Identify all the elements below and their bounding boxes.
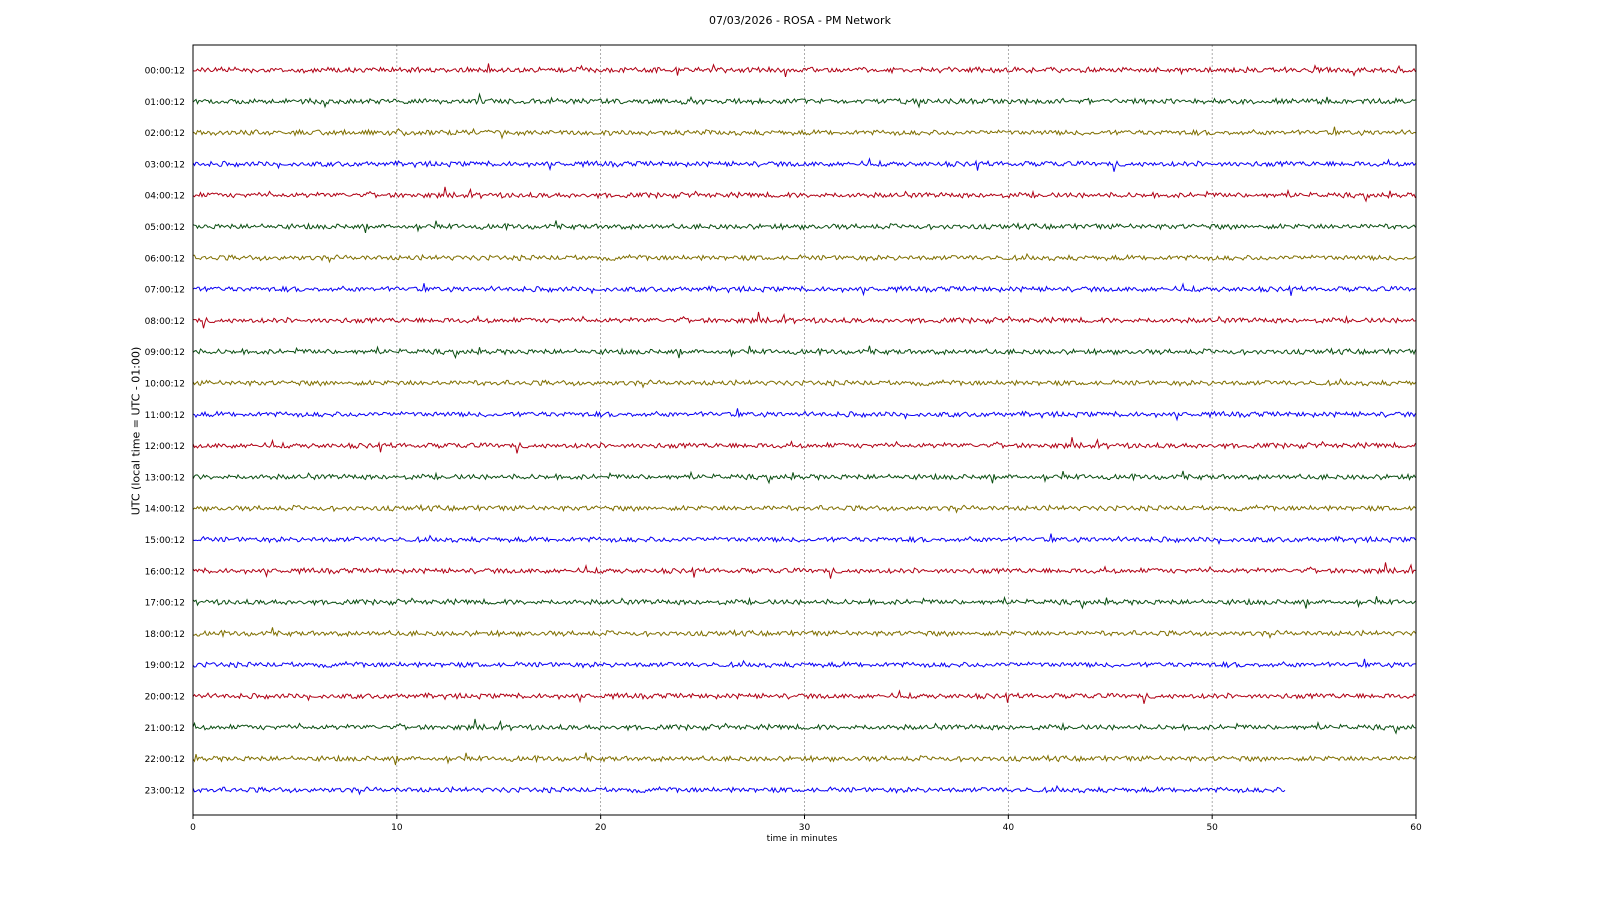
trace-01:00:12 <box>192 92 1416 109</box>
row-label: 05:00:12 <box>145 223 185 233</box>
x-tick-label: 30 <box>799 823 811 833</box>
row-label: 04:00:12 <box>145 192 185 202</box>
trace-05:00:12 <box>192 220 1416 234</box>
trace-22:00:12 <box>192 752 1416 766</box>
row-label: 10:00:12 <box>145 380 185 390</box>
x-axis-label: time in minutes <box>766 834 838 844</box>
row-label: 03:00:12 <box>145 160 185 170</box>
row-label: 07:00:12 <box>145 286 185 296</box>
trace-13:00:12 <box>192 470 1416 485</box>
row-label: 14:00:12 <box>145 505 185 515</box>
x-tick-label: 0 <box>190 823 196 833</box>
trace-06:00:12 <box>192 252 1416 264</box>
row-label: 09:00:12 <box>145 348 185 358</box>
y-axis-label: UTC (local time = UTC - 01:00) <box>129 346 143 516</box>
trace-18:00:12 <box>192 627 1416 639</box>
trace-20:00:12 <box>192 689 1416 704</box>
trace-03:00:12 <box>192 157 1416 172</box>
row-label: 23:00:12 <box>145 786 185 796</box>
trace-15:00:12 <box>192 533 1416 545</box>
row-label: 15:00:12 <box>145 536 185 546</box>
trace-10:00:12 <box>192 378 1416 389</box>
trace-09:00:12 <box>192 345 1416 360</box>
chart-title: 07/03/2026 - ROSA - PM Network <box>709 14 891 27</box>
x-tick-label: 20 <box>595 823 607 833</box>
trace-16:00:12 <box>192 562 1416 579</box>
row-label: 02:00:12 <box>145 129 185 139</box>
row-label: 21:00:12 <box>145 724 185 734</box>
row-label: 16:00:12 <box>145 567 185 577</box>
row-label: 01:00:12 <box>145 98 185 108</box>
row-label: 00:00:12 <box>145 67 185 77</box>
trace-19:00:12 <box>192 658 1416 669</box>
trace-07:00:12 <box>192 282 1416 297</box>
row-label: 19:00:12 <box>145 661 185 671</box>
trace-08:00:12 <box>192 311 1416 329</box>
trace-00:00:12 <box>192 63 1416 78</box>
trace-12:00:12 <box>192 437 1416 454</box>
trace-02:00:12 <box>192 126 1416 140</box>
trace-17:00:12 <box>192 595 1416 610</box>
trace-04:00:12 <box>192 186 1416 203</box>
trace-14:00:12 <box>192 503 1416 514</box>
row-label: 18:00:12 <box>145 630 185 640</box>
x-tick-label: 60 <box>1410 823 1422 833</box>
x-tick-label: 40 <box>1003 823 1015 833</box>
row-label: 13:00:12 <box>145 473 185 483</box>
row-label: 20:00:12 <box>145 693 185 703</box>
trace-21:00:12 <box>192 718 1416 735</box>
row-label: 08:00:12 <box>145 317 185 327</box>
row-label: 06:00:12 <box>145 254 185 264</box>
x-tick-label: 50 <box>1206 823 1218 833</box>
row-label: 17:00:12 <box>145 599 185 609</box>
trace-23:00:12 <box>192 784 1286 796</box>
row-label: 11:00:12 <box>145 411 185 421</box>
x-tick-label: 10 <box>391 823 403 833</box>
row-label: 12:00:12 <box>145 442 185 452</box>
trace-11:00:12 <box>192 408 1416 422</box>
row-label: 22:00:12 <box>145 755 185 765</box>
